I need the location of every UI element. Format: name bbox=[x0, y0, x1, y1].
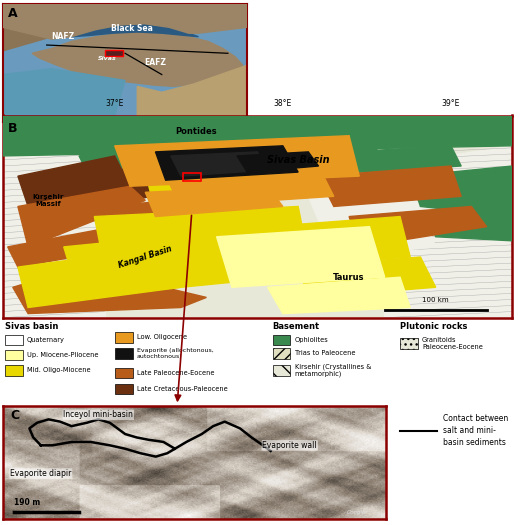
Bar bbox=[272, 334, 291, 345]
Text: Basement: Basement bbox=[272, 322, 320, 331]
Polygon shape bbox=[64, 227, 283, 297]
Polygon shape bbox=[138, 65, 247, 122]
Bar bbox=[5, 365, 23, 376]
Text: Trias to Paleocene: Trias to Paleocene bbox=[294, 350, 355, 356]
Bar bbox=[105, 50, 122, 56]
Polygon shape bbox=[3, 4, 89, 51]
Text: Sivas Basin: Sivas Basin bbox=[267, 155, 329, 165]
Polygon shape bbox=[349, 206, 487, 247]
Polygon shape bbox=[13, 267, 206, 313]
Text: Sivas: Sivas bbox=[98, 56, 117, 61]
Polygon shape bbox=[3, 116, 512, 156]
Text: 190 m: 190 m bbox=[14, 498, 40, 507]
Bar bbox=[115, 368, 132, 379]
Text: Kirsehir (Crystallines &
metamorphic): Kirsehir (Crystallines & metamorphic) bbox=[294, 363, 371, 377]
Polygon shape bbox=[145, 166, 232, 213]
Text: Google: Google bbox=[347, 510, 366, 516]
Polygon shape bbox=[79, 146, 166, 186]
Bar bbox=[5, 334, 23, 345]
Text: Late Cretaceous-Paleocene: Late Cretaceous-Paleocene bbox=[137, 386, 227, 392]
Bar bbox=[115, 348, 132, 359]
Polygon shape bbox=[268, 277, 410, 313]
Text: Contact between
salt and mini-
basin sediments: Contact between salt and mini- basin sed… bbox=[443, 414, 508, 447]
Polygon shape bbox=[105, 160, 206, 201]
Bar bbox=[272, 348, 291, 359]
Polygon shape bbox=[268, 140, 384, 166]
Bar bbox=[115, 332, 132, 343]
Polygon shape bbox=[105, 196, 232, 247]
Polygon shape bbox=[426, 206, 512, 241]
Text: NAFZ: NAFZ bbox=[52, 32, 75, 41]
Text: Ophiolites: Ophiolites bbox=[294, 337, 328, 343]
Text: B: B bbox=[8, 122, 17, 134]
Text: Taurus: Taurus bbox=[333, 272, 365, 282]
Text: Low. Oligocene: Low. Oligocene bbox=[137, 334, 187, 340]
Polygon shape bbox=[171, 152, 268, 176]
Bar bbox=[400, 338, 418, 349]
Text: Pontides: Pontides bbox=[176, 127, 217, 136]
Text: Mid. Oligo-Miocene: Mid. Oligo-Miocene bbox=[27, 368, 91, 373]
Polygon shape bbox=[8, 227, 130, 267]
Text: Sivas basin: Sivas basin bbox=[5, 322, 58, 331]
Polygon shape bbox=[115, 135, 359, 186]
Text: Evaporite wall: Evaporite wall bbox=[263, 441, 317, 450]
Text: Granitoids
Paleocene-Eocene: Granitoids Paleocene-Eocene bbox=[422, 337, 483, 350]
Polygon shape bbox=[268, 216, 410, 267]
Text: 37°E: 37°E bbox=[106, 99, 124, 109]
Text: Evaporite (allochtonous,
autochtonous): Evaporite (allochtonous, autochtonous) bbox=[137, 348, 214, 359]
Polygon shape bbox=[71, 24, 199, 37]
Polygon shape bbox=[410, 166, 512, 216]
Text: Plutonic rocks: Plutonic rocks bbox=[400, 322, 467, 331]
Polygon shape bbox=[3, 69, 125, 122]
Polygon shape bbox=[298, 257, 436, 297]
Text: Evaporite diapir: Evaporite diapir bbox=[10, 469, 71, 478]
Bar bbox=[5, 350, 23, 361]
Polygon shape bbox=[3, 116, 105, 318]
Text: 100 km: 100 km bbox=[423, 298, 449, 303]
Polygon shape bbox=[94, 125, 181, 176]
Text: Inceyol mini-basin: Inceyol mini-basin bbox=[64, 411, 133, 419]
Text: A: A bbox=[7, 7, 17, 20]
Text: Kırşehir
Massif: Kırşehir Massif bbox=[33, 194, 64, 207]
Text: 39°E: 39°E bbox=[442, 99, 460, 109]
Text: Late Paleocene-Eocene: Late Paleocene-Eocene bbox=[137, 370, 214, 376]
Polygon shape bbox=[318, 166, 461, 206]
Text: Up. Miocene-Pliocene: Up. Miocene-Pliocene bbox=[27, 352, 98, 358]
Bar bbox=[272, 365, 291, 376]
Polygon shape bbox=[18, 156, 130, 206]
Polygon shape bbox=[94, 206, 308, 267]
Polygon shape bbox=[349, 146, 461, 172]
Text: Black Sea: Black Sea bbox=[111, 24, 153, 33]
Polygon shape bbox=[217, 227, 384, 287]
Polygon shape bbox=[145, 186, 283, 216]
Polygon shape bbox=[384, 146, 512, 318]
Text: C: C bbox=[10, 409, 19, 422]
Text: Quaternary: Quaternary bbox=[27, 337, 65, 343]
Text: 38°E: 38°E bbox=[274, 99, 292, 109]
Polygon shape bbox=[18, 186, 145, 247]
Polygon shape bbox=[308, 186, 436, 257]
Text: Kangal Basin: Kangal Basin bbox=[117, 244, 173, 270]
Polygon shape bbox=[217, 125, 334, 156]
Bar bbox=[115, 384, 132, 394]
Bar bbox=[183, 173, 201, 181]
Polygon shape bbox=[237, 152, 318, 172]
Polygon shape bbox=[155, 146, 298, 180]
Polygon shape bbox=[32, 32, 243, 86]
Text: EAFZ: EAFZ bbox=[145, 58, 167, 67]
Polygon shape bbox=[3, 4, 247, 39]
Polygon shape bbox=[166, 166, 334, 206]
Polygon shape bbox=[18, 247, 181, 308]
